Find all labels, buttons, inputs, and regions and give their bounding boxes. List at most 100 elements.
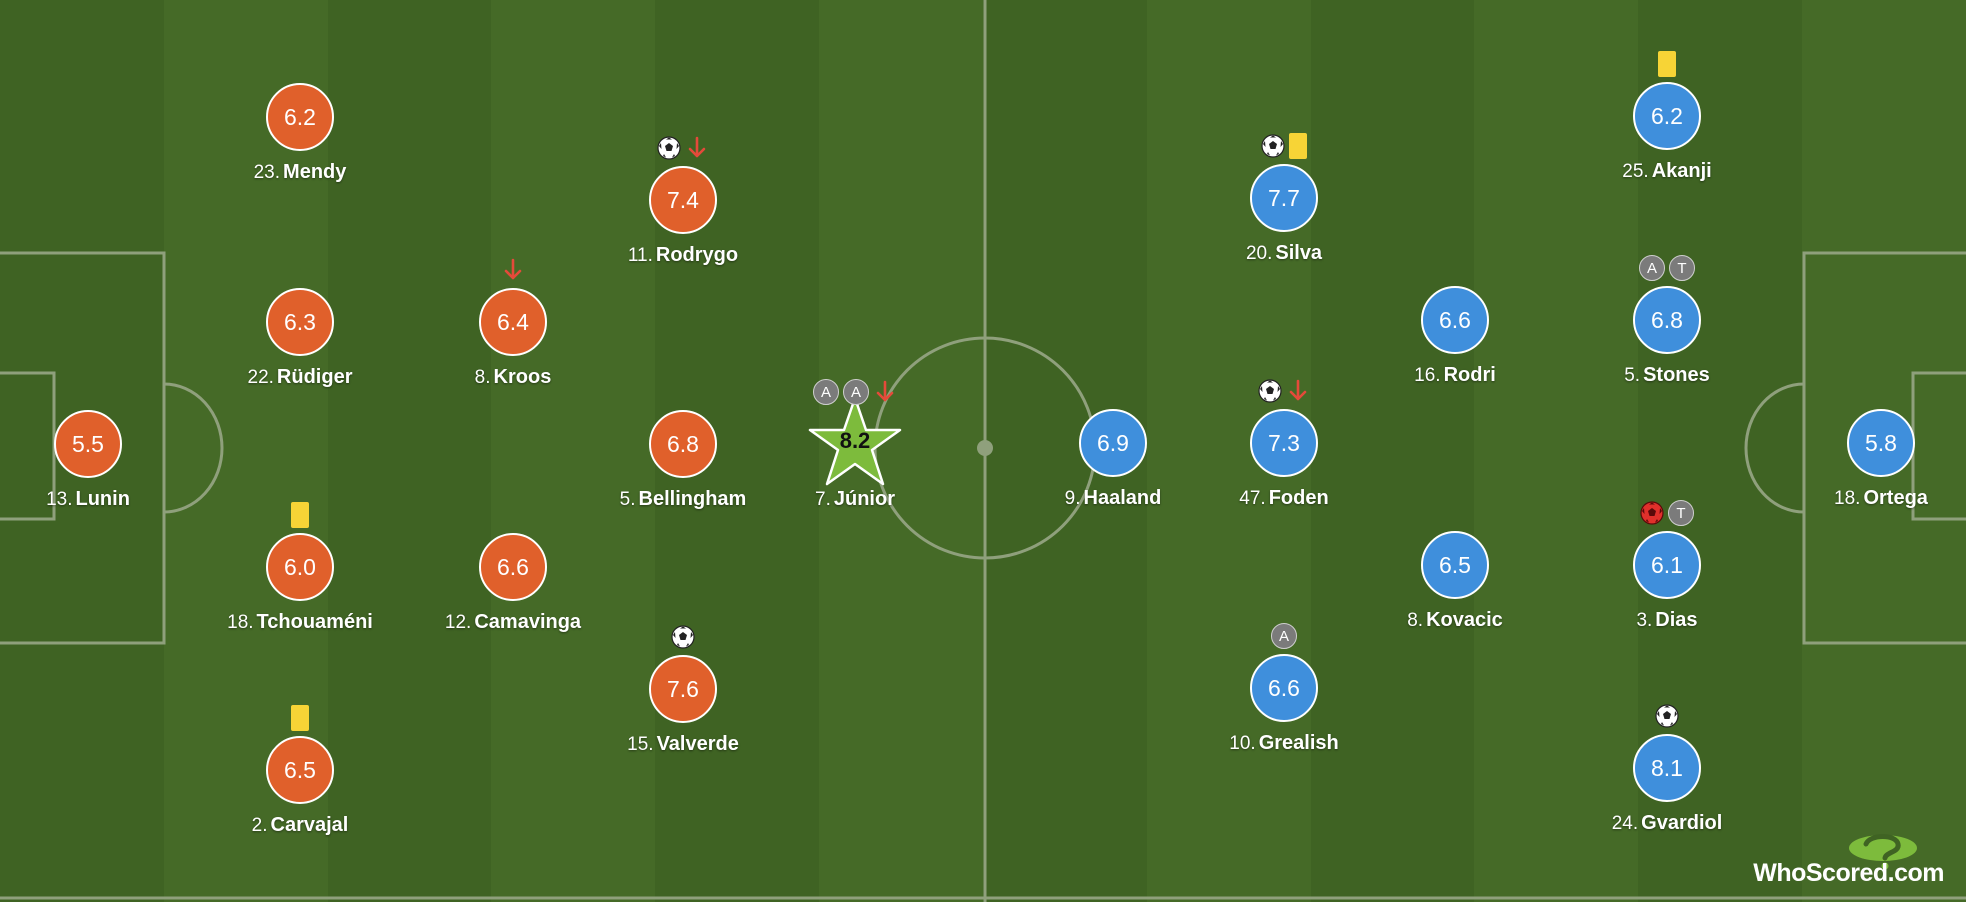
player-rating: 5.5 xyxy=(54,410,122,478)
player-name: Tchouaméni xyxy=(256,611,373,633)
player-name-label: 7. Júnior xyxy=(715,488,995,511)
left-penalty-box xyxy=(0,251,166,645)
assist-badge: A xyxy=(1639,255,1665,281)
player-name: Carvajal xyxy=(270,814,349,836)
shirt-number: 18. xyxy=(227,612,254,633)
player-events xyxy=(240,704,360,732)
shirt-number: 13. xyxy=(46,489,73,510)
goal-ball-icon xyxy=(1655,704,1679,728)
shirt-number: 2. xyxy=(251,815,268,836)
brand-domain: .com xyxy=(1887,859,1945,887)
yellow-card-icon xyxy=(291,705,309,731)
yellow-card-icon xyxy=(1658,51,1676,77)
player-name-label: 5. Bellingham xyxy=(543,488,823,511)
player-rating: 6.1 xyxy=(1633,531,1701,599)
substituted-off-arrow-icon xyxy=(1286,379,1310,403)
shirt-number: 20. xyxy=(1245,243,1273,264)
player-events xyxy=(1224,377,1344,405)
player-name-label: 8. Kroos xyxy=(373,366,653,389)
player-rating: 6.2 xyxy=(1633,82,1701,150)
center-spot xyxy=(977,440,993,456)
player-rating: 8.1 xyxy=(1633,734,1701,802)
player-name: Lunin xyxy=(75,488,130,510)
player-events xyxy=(453,256,573,284)
player-name: Haaland xyxy=(1083,487,1162,509)
shirt-number: 3. xyxy=(1636,610,1653,631)
player-name-label: 10. Grealish xyxy=(1144,732,1424,755)
player-rating: 6.6 xyxy=(1421,286,1489,354)
player-rating: 6.4 xyxy=(479,288,547,356)
player-name: Bellingham xyxy=(638,488,747,510)
pitch-stripe xyxy=(1310,0,1475,902)
player-rating: 6.8 xyxy=(1633,286,1701,354)
player-name-label: 23. Mendy xyxy=(160,161,440,184)
player-name: Kovacic xyxy=(1426,609,1503,631)
player-rating: 6.6 xyxy=(479,533,547,601)
player-rating: 6.6 xyxy=(1250,654,1318,722)
player-name: Gvardiol xyxy=(1641,812,1723,834)
player-events xyxy=(1224,132,1344,160)
assist-badge: A xyxy=(843,379,869,405)
player-name-label: 5. Stones xyxy=(1527,364,1807,387)
player-name: Mendy xyxy=(283,161,347,183)
goal-ball-icon xyxy=(1261,134,1285,158)
goal-ball-icon xyxy=(1258,379,1282,403)
shirt-number: 18. xyxy=(1834,488,1861,509)
player-name: Kroos xyxy=(493,366,552,388)
yellow-card-icon xyxy=(1289,133,1307,159)
player-name-label: 47. Foden xyxy=(1144,487,1424,510)
right-penalty-box xyxy=(1802,251,1966,645)
substituted-off-arrow-icon xyxy=(501,258,525,282)
shirt-number: 22. xyxy=(247,367,274,388)
shirt-number: 25. xyxy=(1622,161,1649,182)
player-name-label: 12. Camavinga xyxy=(373,611,653,634)
yellow-card-icon xyxy=(291,502,309,528)
player-name: Rüdiger xyxy=(276,366,353,388)
player-name-label: 22. Rüdiger xyxy=(160,366,440,389)
player-events xyxy=(240,501,360,529)
player-name-label: 20. Silva xyxy=(1144,242,1424,265)
player-name: Júnior xyxy=(833,488,895,510)
shirt-number: 5. xyxy=(1624,365,1641,386)
player-name-label: 18. Ortega xyxy=(1741,487,1966,510)
player-name-label: 8. Kovacic xyxy=(1315,609,1595,632)
shirt-number: 10. xyxy=(1229,733,1256,754)
player-name: Ortega xyxy=(1863,487,1928,509)
whoscored-wordmark: WhoScored.com xyxy=(1753,859,1944,888)
player-rating: 6.5 xyxy=(266,736,334,804)
player-rating: 6.9 xyxy=(1079,409,1147,477)
player-name-label: 24. Gvardiol xyxy=(1527,812,1807,835)
brand-name: WhoScored xyxy=(1753,859,1888,887)
player-rating: 6.2 xyxy=(266,83,334,151)
pitch-stripe xyxy=(1474,0,1639,902)
player-rating: 6.3 xyxy=(266,288,334,356)
player-rating: 7.4 xyxy=(649,166,717,234)
assist-badge: A xyxy=(1271,623,1297,649)
shirt-number: 12. xyxy=(444,612,472,633)
player-name-label: 15. Valverde xyxy=(543,733,823,756)
shirt-number: 9. xyxy=(1064,488,1081,509)
shirt-number: 23. xyxy=(253,162,281,183)
event-badge: T xyxy=(1669,255,1695,281)
player-events: A xyxy=(1224,622,1344,650)
goal-ball-icon xyxy=(671,625,695,649)
player-rating: 7.6 xyxy=(649,655,717,723)
player-name: Foden xyxy=(1268,487,1329,509)
player-rating: 8.2 xyxy=(839,428,871,453)
shirt-number: 5. xyxy=(619,489,636,510)
player-name-label: 11. Rodrygo xyxy=(543,244,823,267)
man-of-the-match-star-icon xyxy=(805,394,905,490)
player-name: Akanji xyxy=(1651,160,1712,182)
player-name: Silva xyxy=(1275,242,1323,264)
player-events xyxy=(623,134,743,162)
player-name-label: 3. Dias xyxy=(1527,609,1807,632)
event-badge: T xyxy=(1668,500,1694,526)
shirt-number: 16. xyxy=(1414,365,1441,386)
shirt-number: 47. xyxy=(1239,488,1266,509)
player-name-label: 2. Carvajal xyxy=(160,814,440,837)
shirt-number: 8. xyxy=(1407,610,1424,631)
player-name-label: 9. Haaland xyxy=(973,487,1253,510)
assist-badge: A xyxy=(813,379,839,405)
whoscored-question-icon xyxy=(1849,834,1917,870)
